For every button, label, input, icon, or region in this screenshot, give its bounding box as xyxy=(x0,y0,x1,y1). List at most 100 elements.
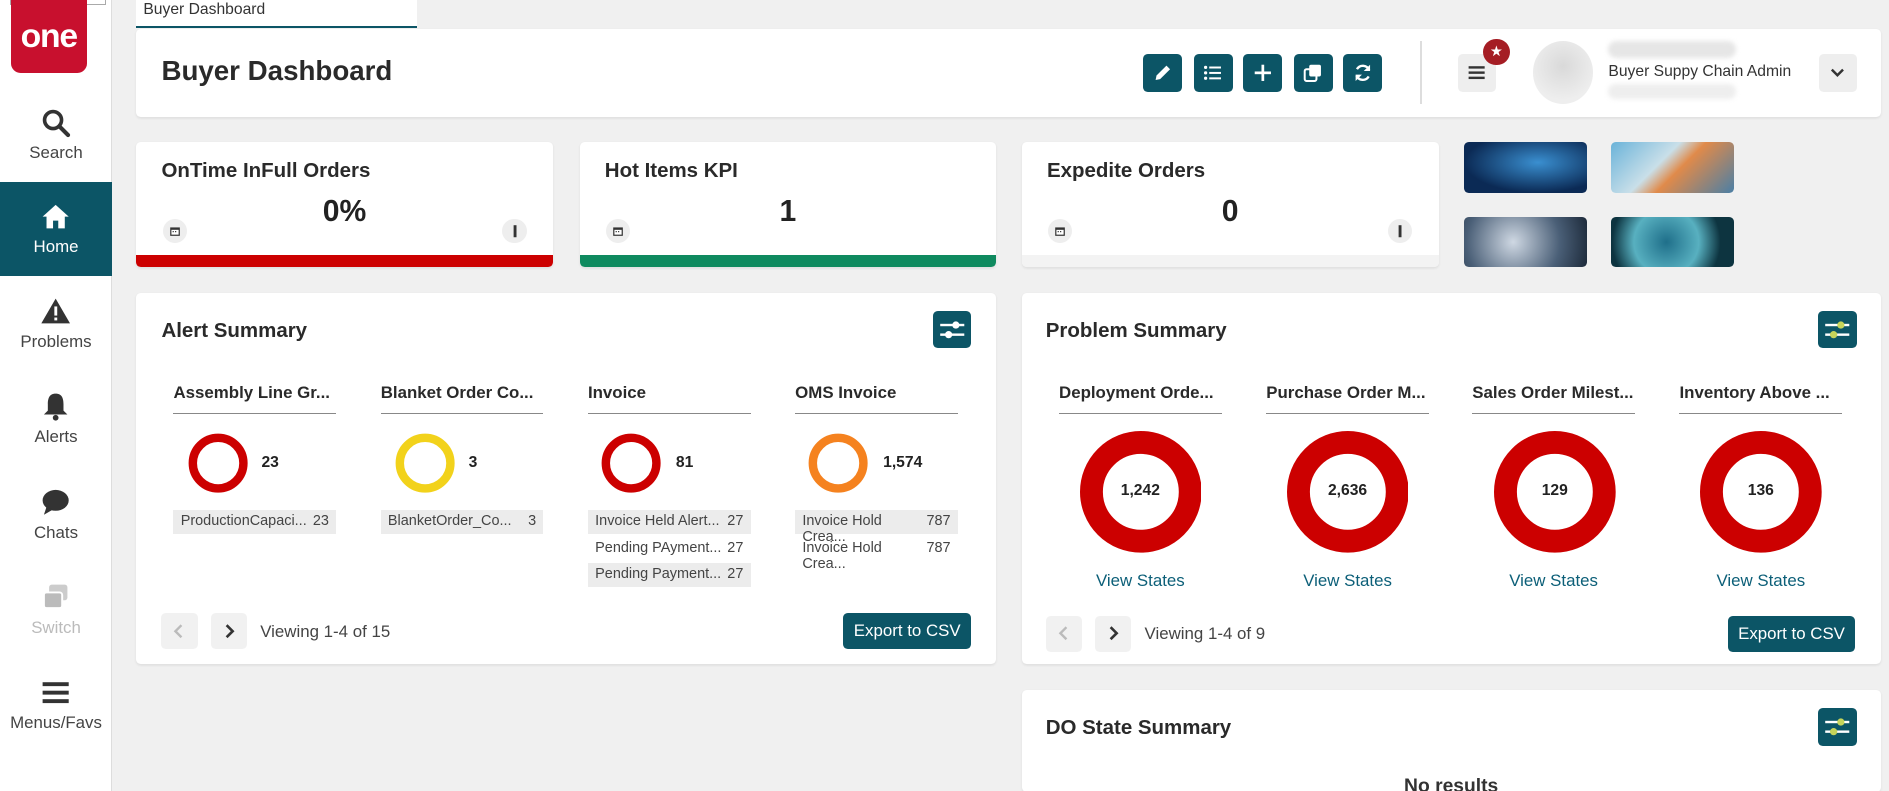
export-csv-button[interactable]: Export to CSV xyxy=(1727,615,1856,652)
alert-column-oms-invoice[interactable]: OMS Invoice xyxy=(795,383,958,414)
alert-row[interactable]: Pending PAyment... 27 xyxy=(588,536,751,560)
sidebar-item-menus-favs[interactable]: Menus/Favs xyxy=(0,658,112,752)
kpi-status-bar xyxy=(136,255,553,268)
user-menu-toggle[interactable] xyxy=(1819,54,1857,92)
alert-row[interactable]: Pending Payment... 27 xyxy=(587,562,751,587)
alert-row[interactable]: Invoice Held Alert... 27 xyxy=(587,509,751,534)
alert-row-label: Pending PAyment... xyxy=(595,539,722,556)
alert-column-title: Invoice xyxy=(587,383,751,414)
hamburger-icon xyxy=(1469,66,1486,80)
view-states-link[interactable]: View States xyxy=(1716,571,1806,591)
home-icon xyxy=(42,204,70,229)
alert-donut-oms-invoice[interactable] xyxy=(808,433,869,493)
list-button[interactable] xyxy=(1193,54,1233,92)
alert-column-assembly-line[interactable]: Assembly Line Gr... xyxy=(173,383,337,414)
export-csv-button[interactable]: Export to CSV xyxy=(843,613,972,650)
sidebar-item-problems[interactable]: Problems xyxy=(0,277,112,371)
search-icon xyxy=(43,109,71,137)
next-page-button[interactable] xyxy=(1095,615,1132,652)
sliders-icon xyxy=(1825,718,1850,736)
alert-rows: ProductionCapaci... 23 xyxy=(173,509,337,537)
alert-donut-assembly-line[interactable] xyxy=(188,433,248,493)
sidebar-item-search[interactable]: Search xyxy=(0,88,112,182)
problem-column-purchase-order[interactable]: Purchase Order M... xyxy=(1266,383,1429,414)
view-states-link[interactable]: View States xyxy=(1095,571,1185,591)
problem-donut-sales-order[interactable] xyxy=(1493,431,1616,553)
alert-column-title: Blanket Order Co... xyxy=(380,383,544,414)
do-state-filter-button[interactable] xyxy=(1818,708,1857,746)
pagination-status: Viewing 1-4 of 9 xyxy=(1144,624,1266,644)
prev-page-button[interactable] xyxy=(1045,615,1082,652)
alert-rows: Invoice Held Alert... 27 Pending PAyment.… xyxy=(587,509,751,590)
sidebar-item-label: Alerts xyxy=(34,427,78,447)
prev-page-button[interactable] xyxy=(161,613,198,650)
thumbnail-person-tunnel[interactable] xyxy=(1463,216,1587,268)
user-avatar[interactable] xyxy=(1532,40,1593,104)
copy-button[interactable] xyxy=(1293,54,1333,92)
alert-column-blanket-order[interactable]: Blanket Order Co... xyxy=(380,383,544,414)
alert-row-value: 27 xyxy=(727,513,744,530)
edit-button[interactable] xyxy=(1143,54,1182,92)
problem-column-sales-order[interactable]: Sales Order Milest... xyxy=(1472,383,1635,414)
kpi-card-ontime-infull[interactable]: OnTime InFull Orders 0% xyxy=(136,142,553,268)
calendar-icon[interactable] xyxy=(162,219,187,244)
alert-count: 81 xyxy=(675,454,694,472)
problem-column-title: Inventory Above ... xyxy=(1679,383,1843,414)
app-logo[interactable]: one xyxy=(10,0,87,74)
problem-donut-deployment-order[interactable] xyxy=(1079,431,1202,553)
alert-donut-blanket-order[interactable] xyxy=(395,433,455,493)
kpi-card-hot-items[interactable]: Hot Items KPI 1 xyxy=(579,142,997,268)
sidebar-item-label: Home xyxy=(33,236,79,256)
alert-donut-invoice[interactable] xyxy=(601,433,661,493)
more-options-icon[interactable] xyxy=(1387,219,1413,244)
alert-column-invoice[interactable]: Invoice xyxy=(587,383,751,414)
view-states-link[interactable]: View States xyxy=(1509,571,1598,591)
alert-rows: BlanketOrder_Co... 3 xyxy=(380,509,544,537)
problem-donut-purchase-order[interactable] xyxy=(1286,431,1409,553)
view-states-link[interactable]: View States xyxy=(1303,571,1392,591)
thumbnail-global-network[interactable] xyxy=(1463,142,1587,193)
calendar-icon[interactable] xyxy=(1048,219,1073,244)
thumbnail-tech-icons[interactable] xyxy=(1610,142,1734,193)
alert-row[interactable]: ProductionCapaci... 23 xyxy=(173,509,337,534)
kpi-value: 0% xyxy=(322,195,367,229)
sidebar-item-chats[interactable]: Chats xyxy=(0,467,112,561)
alert-row[interactable]: Invoice Hold Crea... 787 xyxy=(795,509,958,546)
alert-count: 3 xyxy=(468,454,478,472)
sidebar-item-alerts[interactable]: Alerts xyxy=(0,372,112,466)
tab-buyer-dashboard[interactable]: Buyer Dashboard xyxy=(136,0,417,28)
problem-summary-filter-button[interactable] xyxy=(1818,310,1857,349)
thumbnail-globe-tech[interactable] xyxy=(1610,216,1734,268)
problem-column-deployment-order[interactable]: Deployment Orde... xyxy=(1059,383,1222,414)
sidebar-item-label: Menus/Favs xyxy=(10,712,102,732)
calendar-icon[interactable] xyxy=(606,219,631,244)
alert-row-value: 23 xyxy=(312,513,329,530)
alert-summary-title: Alert Summary xyxy=(161,319,308,343)
tab-label: Buyer Dashboard xyxy=(143,1,266,18)
alert-row[interactable]: BlanketOrder_Co... 3 xyxy=(380,509,544,534)
refresh-button[interactable] xyxy=(1343,54,1382,92)
alert-row-label: ProductionCapaci... xyxy=(180,513,307,530)
more-options-icon[interactable] xyxy=(502,219,527,244)
problem-column-inventory-above[interactable]: Inventory Above ... xyxy=(1679,383,1843,414)
kpi-card-expedite-orders[interactable]: Expedite Orders 0 xyxy=(1021,142,1439,268)
problem-summary-title: Problem Summary xyxy=(1045,319,1227,343)
sidebar-item-switch: Switch xyxy=(0,563,112,657)
add-button[interactable] xyxy=(1243,54,1282,92)
do-state-summary-title: DO State Summary xyxy=(1045,715,1232,739)
alert-count: 1,574 xyxy=(883,454,923,472)
notification-badge[interactable]: ★ xyxy=(1483,38,1510,66)
problem-donut-inventory-above[interactable] xyxy=(1699,431,1822,553)
alert-row-value: 787 xyxy=(926,513,951,530)
alert-row-label: Invoice Hold Crea... xyxy=(802,513,882,546)
alert-row[interactable]: Invoice Hold Crea... 787 xyxy=(795,536,958,572)
alert-row-label: BlanketOrder_Co... xyxy=(387,513,512,530)
alert-summary-filter-button[interactable] xyxy=(932,310,972,349)
pagination-status: Viewing 1-4 of 15 xyxy=(260,621,391,641)
sidebar-item-home[interactable]: Home xyxy=(0,181,113,276)
kpi-value: 0 xyxy=(1221,195,1239,229)
next-page-button[interactable] xyxy=(210,613,247,650)
problem-column-title: Deployment Orde... xyxy=(1059,383,1222,414)
problem-count: 129 xyxy=(1541,481,1568,499)
do-state-summary-card xyxy=(1021,690,1881,791)
